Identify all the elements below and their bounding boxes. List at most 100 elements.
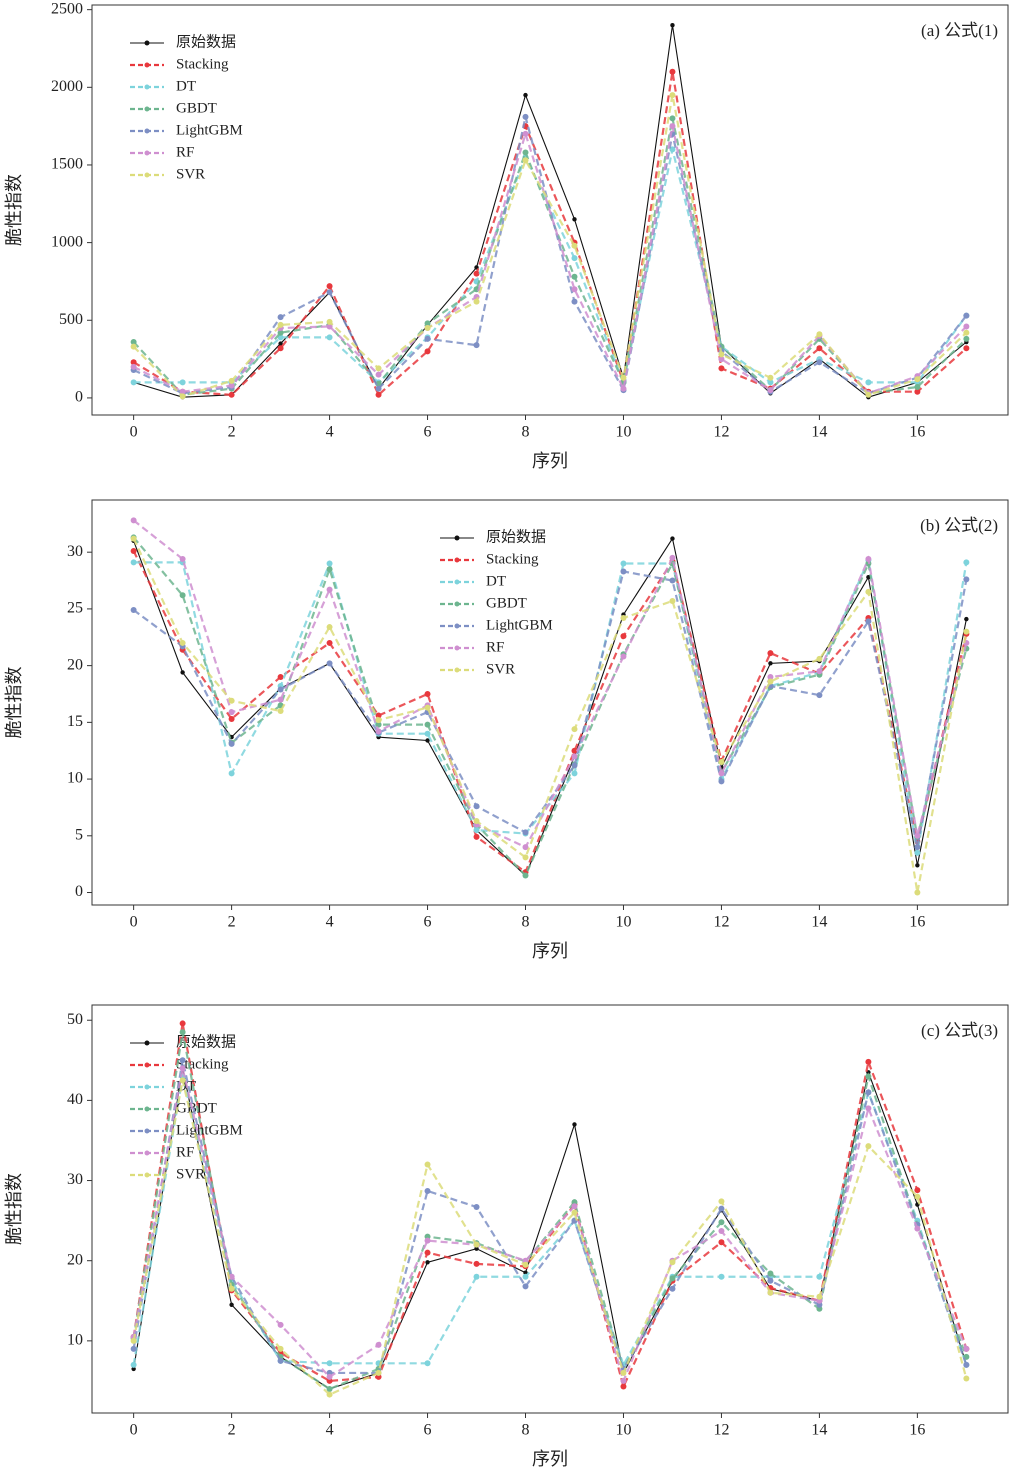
data-point [130,548,137,555]
data-point [718,351,725,358]
data-point [963,628,970,635]
data-point [179,1057,186,1064]
data-point [914,1193,921,1200]
data-point [914,849,921,856]
data-point [914,384,921,391]
x-axis-label: 序列 [532,941,568,961]
data-point [228,709,235,716]
x-tick-label: 2 [228,424,236,441]
data-point [767,379,774,386]
data-point [816,1273,823,1280]
legend-label: LightGBM [486,617,553,633]
legend-label: DT [176,78,196,94]
data-point [179,393,186,400]
data-point [326,1391,333,1398]
y-tick-label: 40 [67,1091,83,1108]
data-point [767,1277,774,1284]
legend-marker [454,601,460,607]
data-point [179,1029,186,1036]
data-point [571,1203,578,1210]
series-line [132,1080,968,1396]
data-point [375,371,382,378]
legend-label: RF [486,639,504,655]
data-point [130,559,137,566]
data-point [326,1360,333,1367]
data-point [130,359,137,366]
series-line [132,94,968,398]
data-point [865,618,872,625]
x-tick-label: 6 [424,424,432,441]
data-point [571,255,578,262]
x-tick-label: 12 [713,424,729,441]
data-point [277,673,284,680]
data-point [669,1285,676,1292]
x-axis-label: 序列 [532,451,568,471]
data-point [228,715,235,722]
data-point [914,376,921,383]
data-point [963,559,970,566]
data-point [326,560,333,567]
x-tick-label: 4 [326,424,334,441]
data-point [522,130,529,137]
data-point [474,1246,479,1251]
data-point [718,1198,725,1205]
data-point [130,607,137,614]
data-point [179,379,186,386]
series-line [133,71,968,397]
data-point [571,1209,578,1216]
data-point [620,1377,627,1384]
legend-label: DT [486,573,506,589]
x-tick-label: 6 [424,914,432,931]
data-point [914,832,921,839]
data-point [963,1361,970,1368]
data-point [473,1273,480,1280]
data-point [816,359,823,366]
data-point [326,660,333,667]
x-tick-label: 12 [713,1422,729,1439]
data-point [424,325,431,332]
data-point [669,146,676,153]
data-point [669,123,676,130]
data-point [669,597,676,604]
data-point [963,329,970,336]
data-point [277,1357,284,1364]
data-point [865,1058,872,1065]
data-point [522,149,529,156]
data-point [963,312,970,319]
data-point [963,1375,970,1382]
data-point [277,1345,284,1352]
plot-frame [91,499,1009,906]
x-tick-label: 16 [909,1422,925,1439]
x-tick-label: 12 [713,914,729,931]
legend-label: SVR [486,661,515,677]
data-point [768,661,773,666]
y-tick-label: 25 [67,600,83,617]
data-point [914,388,921,395]
data-point [375,380,382,387]
data-point [816,692,823,699]
x-tick-label: 14 [811,914,827,931]
data-point [473,803,480,810]
data-point [571,726,578,733]
data-point [326,1385,333,1392]
data-point [620,1383,627,1390]
data-point [816,345,823,352]
data-point [865,1073,872,1080]
data-point [130,363,137,370]
data-point [865,588,872,595]
plot-frame [91,4,1009,416]
data-point [571,753,578,760]
legend-label: GBDT [486,595,527,611]
y-tick-label: 0 [75,389,83,406]
data-point [228,382,235,389]
data-point [179,639,186,646]
data-point [669,1259,676,1266]
series-line [132,1068,968,1385]
data-point [718,759,725,766]
x-tick-label: 8 [522,1422,530,1439]
data-point [620,653,627,660]
x-tick-label: 14 [811,424,827,441]
x-tick-label: 16 [909,424,925,441]
data-point [767,1289,774,1296]
legend-label: Stacking [486,551,539,567]
